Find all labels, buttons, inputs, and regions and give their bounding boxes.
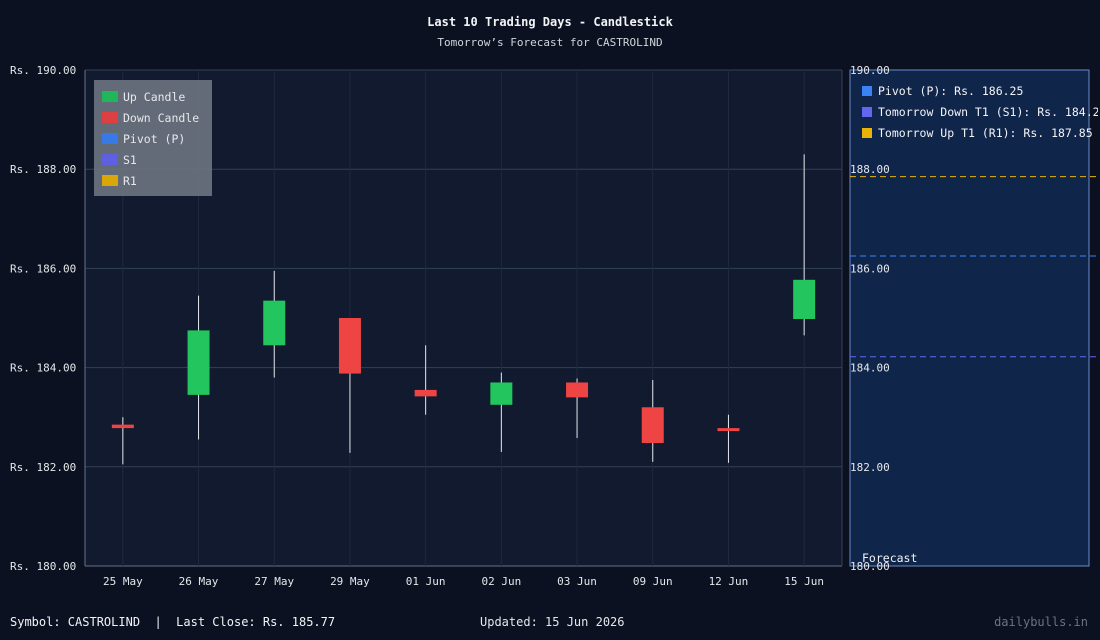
legend-label-r1: R1 <box>123 173 137 188</box>
legend-label-up: Up Candle <box>123 89 186 104</box>
y-tick-label: Rs. 180.00 <box>10 560 76 573</box>
forecast-legend: Pivot (P): Rs. 186.25 Tomorrow Down T1 (… <box>862 80 1098 143</box>
footer-symbol: Symbol: CASTROLIND | Last Close: Rs. 185… <box>10 615 336 629</box>
x-tick-label: 27 May <box>254 575 294 588</box>
legend-swatch-s1 <box>102 154 118 165</box>
legend-item-down: Down Candle <box>102 107 212 128</box>
candle-body-down <box>641 407 664 443</box>
footer-site: dailybulls.in <box>994 615 1088 629</box>
y-tick-label: Rs. 188.00 <box>10 163 76 176</box>
candle-body-down <box>338 318 361 374</box>
candle-body-down <box>566 382 589 398</box>
x-tick-label: 03 Jun <box>557 575 597 588</box>
forecast-label-pivot: Pivot (P): Rs. 186.25 <box>878 83 1024 98</box>
forecast-y-tick-label: 184.00 <box>850 362 890 375</box>
legend-item-r1: R1 <box>102 170 212 191</box>
forecast-panel-label: Forecast <box>862 551 918 565</box>
chart-legend: Up Candle Down Candle Pivot (P) S1 R1 <box>94 80 212 196</box>
y-tick-label: Rs. 190.00 <box>10 64 76 77</box>
x-tick-label: 01 Jun <box>406 575 446 588</box>
chart-title: Last 10 Trading Days - Candlestick <box>427 15 673 29</box>
forecast-swatch-r1 <box>862 127 872 138</box>
forecast-label-s1: Tomorrow Down T1 (S1): Rs. 184.22 <box>878 104 1098 119</box>
legend-label-down: Down Candle <box>123 110 200 125</box>
candle-body-down <box>414 389 437 397</box>
legend-label-s1: S1 <box>123 152 137 167</box>
forecast-item-pivot: Pivot (P): Rs. 186.25 <box>862 80 1098 101</box>
legend-item-pivot: Pivot (P) <box>102 128 212 149</box>
x-tick-label: 12 Jun <box>709 575 749 588</box>
x-tick-label: 15 Jun <box>784 575 824 588</box>
candle-body-down <box>111 424 134 429</box>
y-tick-label: Rs. 184.00 <box>10 362 76 375</box>
legend-swatch-down <box>102 112 118 123</box>
legend-item-up: Up Candle <box>102 86 212 107</box>
forecast-y-tick-label: 186.00 <box>850 262 890 275</box>
footer-updated: Updated: 15 Jun 2026 <box>480 615 625 629</box>
legend-swatch-r1 <box>102 175 118 186</box>
legend-swatch-up <box>102 91 118 102</box>
forecast-item-r1: Tomorrow Up T1 (R1): Rs. 187.85 <box>862 122 1098 143</box>
x-tick-label: 02 Jun <box>481 575 521 588</box>
forecast-swatch-s1 <box>862 106 872 117</box>
forecast-y-tick-label: 182.00 <box>850 461 890 474</box>
legend-item-s1: S1 <box>102 149 212 170</box>
x-tick-label: 25 May <box>103 575 143 588</box>
y-tick-label: Rs. 182.00 <box>10 461 76 474</box>
x-tick-label: 29 May <box>330 575 370 588</box>
candle-body-up <box>263 300 286 346</box>
legend-label-pivot: Pivot (P) <box>123 131 186 146</box>
candle-body-up <box>490 382 513 405</box>
x-tick-label: 09 Jun <box>633 575 673 588</box>
candle-body-down <box>717 428 740 432</box>
forecast-y-tick-label: 188.00 <box>850 163 890 176</box>
forecast-item-s1: Tomorrow Down T1 (S1): Rs. 184.22 <box>862 101 1098 122</box>
forecast-swatch-pivot <box>862 85 872 96</box>
y-tick-label: Rs. 186.00 <box>10 262 76 275</box>
candle-body-up <box>187 330 210 395</box>
forecast-y-tick-label: 180.00 <box>850 560 890 573</box>
forecast-panel <box>849 69 1090 567</box>
forecast-y-tick-label: 190.00 <box>850 64 890 77</box>
candle-body-up <box>793 279 816 319</box>
x-tick-label: 26 May <box>179 575 219 588</box>
chart-subtitle: Tomorrow’s Forecast for CASTROLIND <box>437 36 663 49</box>
legend-swatch-pivot <box>102 133 118 144</box>
forecast-label-r1: Tomorrow Up T1 (R1): Rs. 187.85 <box>878 125 1093 140</box>
